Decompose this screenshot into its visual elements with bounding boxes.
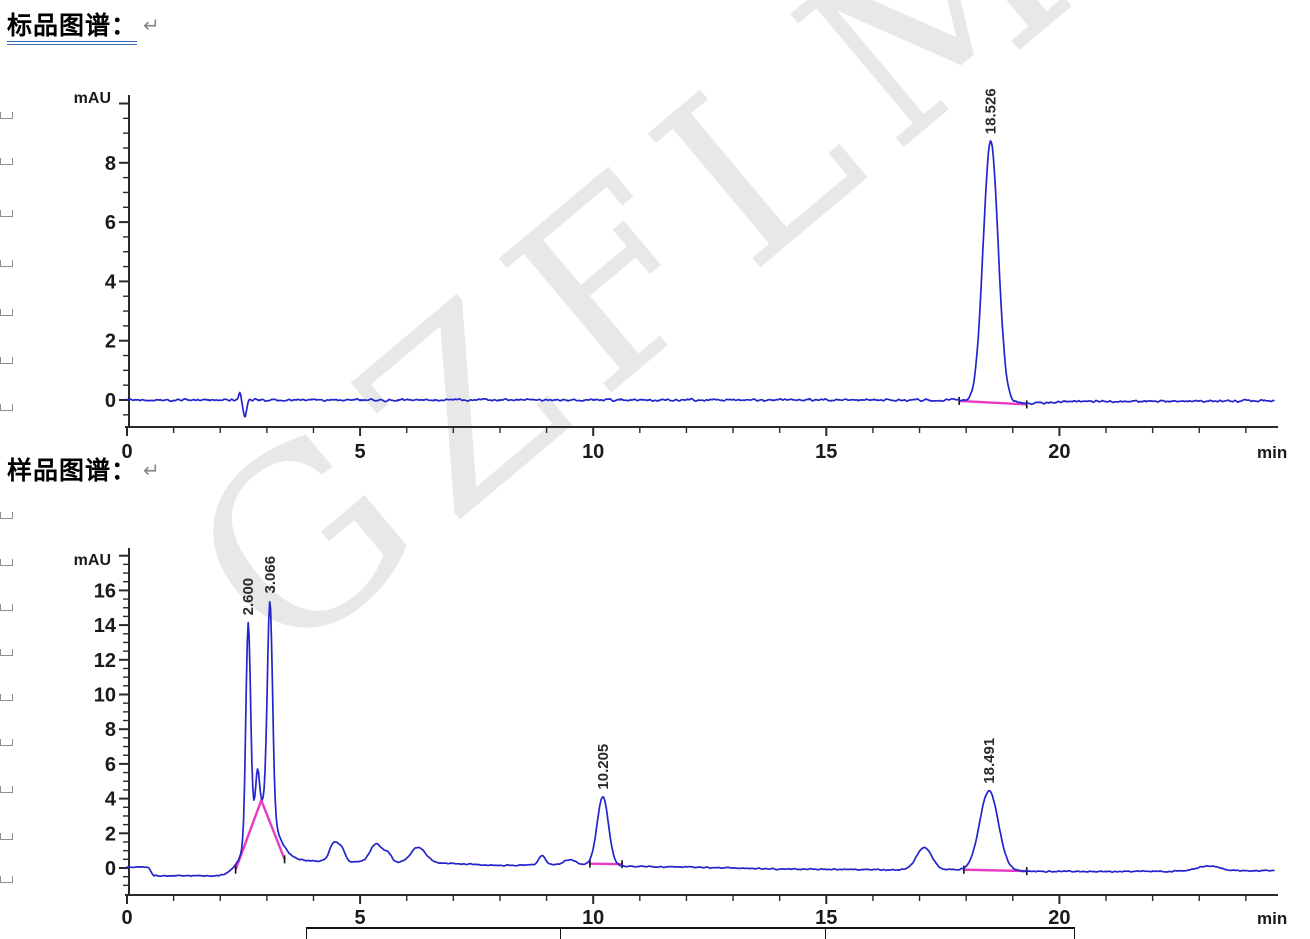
integration-baseline	[589, 862, 623, 866]
y-axis-tick-label: 0	[105, 858, 116, 880]
y-axis-tick-label: 2	[105, 331, 116, 353]
y-axis-tick-label: 0	[105, 390, 116, 412]
margin-artifact-mark	[0, 604, 13, 611]
y-axis-unit-label: mAU	[74, 552, 111, 569]
y-axis-tick-label: 12	[94, 650, 116, 672]
margin-artifact-mark	[0, 649, 13, 656]
paragraph-return-icon: ↵	[143, 460, 161, 482]
margin-artifact-mark	[0, 404, 13, 411]
x-axis-unit-label: min	[1257, 443, 1287, 462]
margin-artifact-mark	[0, 357, 13, 364]
margin-artifact-mark	[0, 112, 13, 119]
integration-baseline	[963, 868, 1027, 873]
margin-artifact-mark	[0, 512, 13, 519]
paragraph-return-icon: ↵	[143, 15, 161, 37]
y-axis-tick-label: 8	[105, 153, 116, 175]
heading-sample-label: 样品图谱：	[7, 457, 138, 485]
margin-artifact-mark	[0, 158, 13, 165]
margin-artifact-mark	[0, 694, 13, 701]
x-axis-tick-label: 5	[355, 441, 366, 463]
margin-artifact-mark	[0, 260, 13, 267]
y-axis-tick-label: 2	[105, 823, 116, 845]
y-axis-tick-label: 6	[105, 754, 116, 776]
x-axis-tick-label: 20	[1048, 907, 1070, 929]
y-axis-tick-label: 16	[94, 580, 116, 602]
y-axis-tick-label: 4	[105, 789, 117, 811]
margin-artifact-mark	[0, 833, 13, 840]
peak-retention-label: 3.066	[262, 556, 279, 594]
margin-artifact-mark	[0, 786, 13, 793]
section-heading-standard: 标品图谱： ↵	[7, 6, 161, 45]
peak-retention-label: 2.600	[240, 578, 257, 616]
table-fragment	[306, 927, 1075, 939]
table-cell	[825, 929, 1075, 939]
margin-artifact-mark	[0, 559, 13, 566]
margin-artifact-mark	[0, 739, 13, 746]
peak-retention-label: 10.205	[595, 744, 612, 790]
y-axis-tick-label: 6	[105, 212, 116, 234]
y-axis-tick-label: 14	[94, 615, 117, 637]
y-axis-tick-label: 4	[105, 271, 117, 293]
watermark-text: GZFLM	[140, 0, 1140, 712]
margin-artifact-mark	[0, 876, 13, 883]
y-axis-tick-label: 8	[105, 719, 116, 741]
x-axis-tick-label: 15	[815, 441, 837, 463]
section-heading-sample: 样品图谱： ↵	[7, 451, 161, 487]
x-axis-tick-label: 0	[121, 907, 132, 929]
x-axis-tick-label: 10	[582, 441, 604, 463]
trace-standard-chromatogram	[126, 140, 1275, 418]
integration-baseline	[234, 796, 286, 871]
table-cell	[306, 929, 560, 939]
margin-artifact-mark	[0, 309, 13, 316]
margin-artifact-mark	[0, 210, 13, 217]
trace-sample-chromatogram	[126, 600, 1275, 878]
y-axis-unit-label: mAU	[74, 90, 111, 107]
x-axis-tick-label: 15	[815, 907, 837, 929]
peak-retention-label: 18.526	[983, 88, 1000, 134]
x-axis-unit-label: min	[1257, 909, 1287, 928]
x-axis-tick-label: 10	[582, 907, 604, 929]
y-axis-tick-label: 10	[94, 685, 116, 707]
table-cell	[560, 929, 825, 939]
heading-standard-label: 标品图谱：	[7, 12, 138, 45]
x-axis-tick-label: 5	[355, 907, 366, 929]
integration-baseline	[959, 399, 1027, 406]
x-axis-tick-label: 20	[1048, 441, 1070, 463]
peak-retention-label: 18.491	[981, 738, 998, 784]
